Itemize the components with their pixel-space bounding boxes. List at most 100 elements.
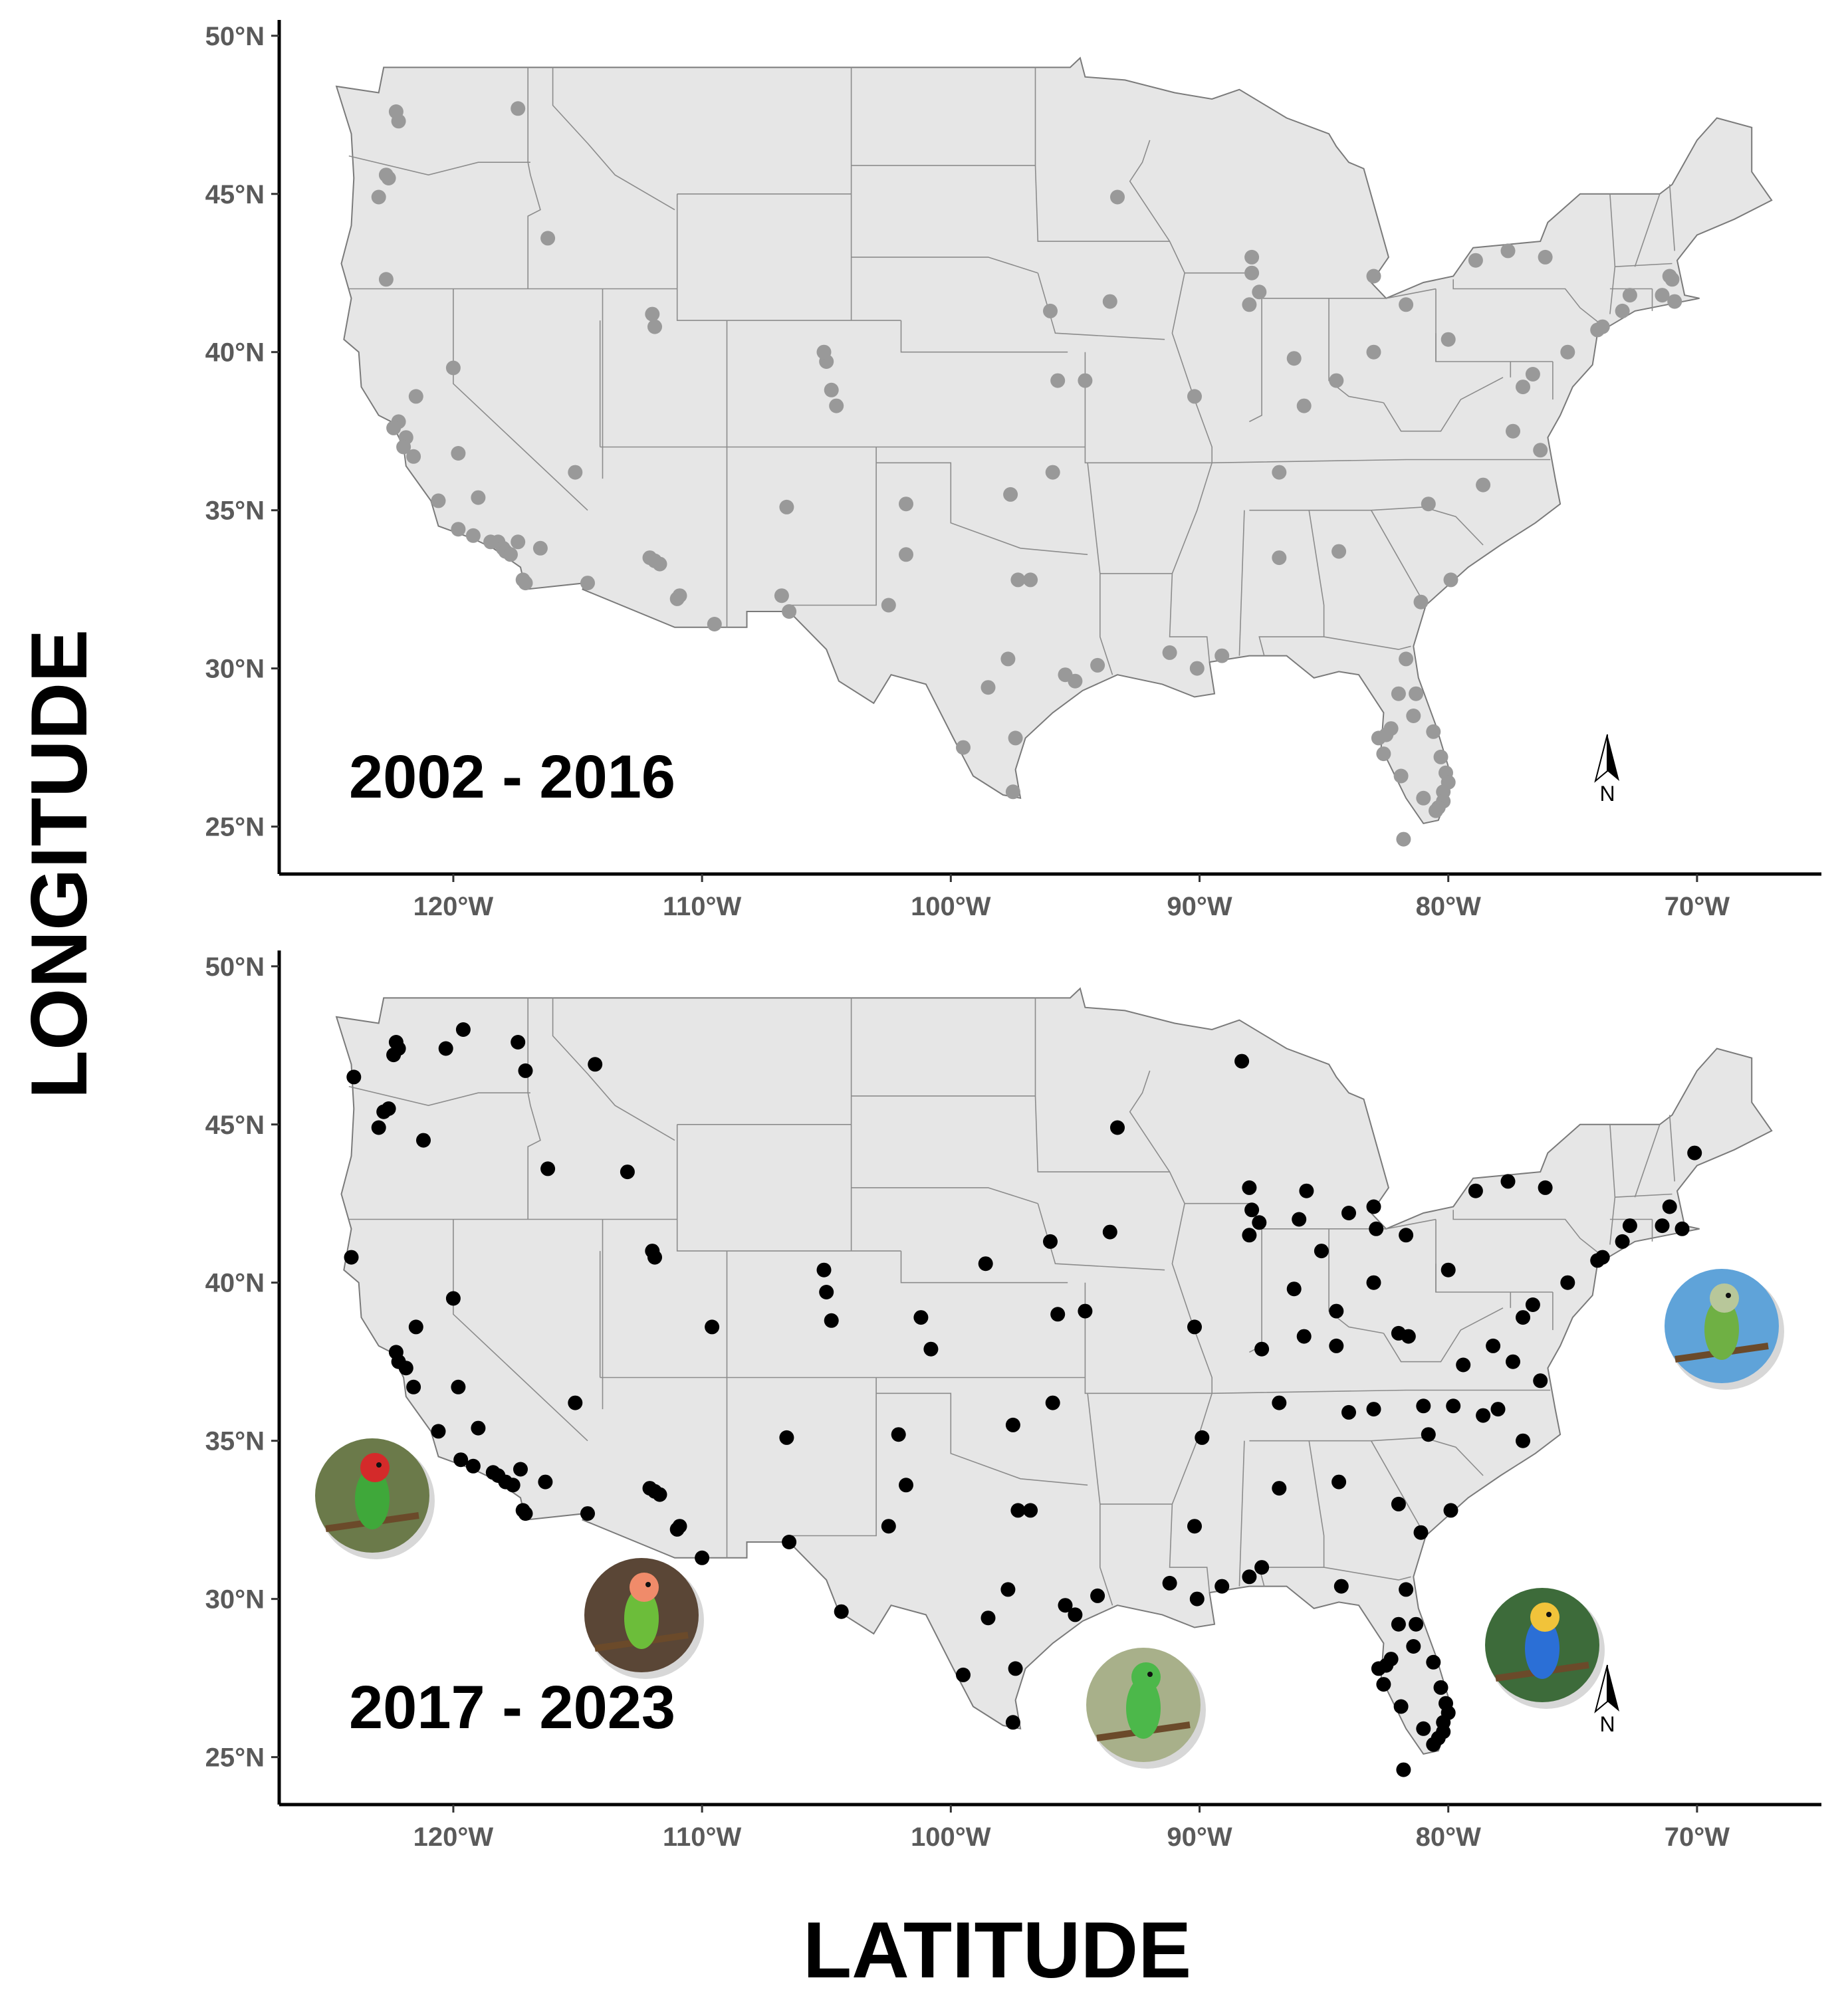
sighting-point (1242, 297, 1257, 312)
sighting-point (1376, 746, 1391, 762)
sighting-point (1252, 1215, 1267, 1230)
sighting-point (1010, 1503, 1026, 1518)
y-tick-label: 35°N (205, 1427, 265, 1456)
sighting-point (1043, 303, 1058, 318)
sighting-point (1023, 572, 1038, 588)
north-arrow-left (1594, 734, 1608, 783)
sighting-point (1043, 1234, 1058, 1249)
sighting-point (829, 398, 844, 413)
sighting-point (1500, 243, 1516, 259)
north-arrow-icon: N (1594, 1664, 1619, 1736)
sighting-point (1214, 648, 1230, 663)
sighting-point (1433, 1680, 1448, 1695)
state-border (1328, 298, 1384, 403)
us-map (335, 56, 1773, 825)
sighting-point (705, 1319, 720, 1335)
x-tick-label: 90°W (1167, 1823, 1232, 1852)
sighting-point (1068, 673, 1083, 689)
sighting-point (386, 420, 402, 435)
sighting-point (1369, 1221, 1384, 1236)
sighting-point (1242, 1228, 1257, 1243)
sighting-point (1595, 319, 1610, 334)
sighting-point (1023, 1503, 1038, 1518)
sighting-point (455, 1022, 471, 1037)
sighting-point (1187, 1319, 1202, 1335)
north-letter: N (1599, 1712, 1615, 1736)
sighting-point (371, 1120, 386, 1135)
sighting-point (1506, 1354, 1520, 1369)
sighting-point (511, 534, 526, 550)
sighting-point (1102, 1224, 1117, 1240)
sighting-point (445, 1291, 461, 1306)
x-tick-label: 90°W (1167, 892, 1232, 921)
sighting-point (1189, 1591, 1205, 1607)
sighting-point (406, 1379, 421, 1394)
sighting-point (1331, 544, 1347, 559)
sighting-point (1010, 572, 1026, 588)
state-border (1129, 140, 1213, 663)
y-tick-label: 30°N (205, 1585, 265, 1614)
sighting-point (1667, 294, 1682, 309)
state-border (1324, 1567, 1411, 1581)
x-axis-title: LATITUDE (803, 1906, 1191, 1995)
sighting-point (398, 1361, 413, 1376)
sighting-point (1426, 1737, 1441, 1752)
state-border (1669, 184, 1675, 251)
sighting-point (431, 1424, 446, 1439)
sighting-point (1433, 749, 1448, 764)
sighting-point (782, 604, 797, 619)
sighting-point (1662, 1199, 1677, 1214)
sighting-point (396, 439, 411, 455)
sighting-point (1195, 1430, 1210, 1445)
sighting-point (1500, 1174, 1516, 1189)
sighting-point (652, 556, 667, 572)
sighting-point (981, 1610, 996, 1626)
sighting-point (465, 528, 481, 543)
sighting-point (1416, 790, 1431, 806)
sighting-point (1003, 487, 1018, 502)
sighting-point (1399, 651, 1414, 667)
sighting-point (1329, 1303, 1344, 1319)
sighting-point (1244, 265, 1260, 280)
sighting-point (513, 1462, 528, 1477)
sighting-point (511, 101, 526, 116)
state-border (851, 1187, 1038, 1204)
sighting-point (981, 680, 996, 695)
state-border (1238, 510, 1245, 656)
state-border (348, 1085, 530, 1107)
state-border (1249, 298, 1262, 423)
sighting-point (406, 449, 421, 464)
state-border (348, 155, 530, 176)
y-tick-label: 30°N (205, 655, 265, 684)
sighting-point (695, 1550, 710, 1565)
sighting-point (518, 576, 533, 591)
sighting-point (923, 1341, 939, 1357)
sighting-point (819, 1285, 834, 1299)
sighting-point (1393, 768, 1409, 784)
state-border (1238, 1440, 1245, 1587)
sighting-point (1333, 1579, 1349, 1594)
state-border (1615, 263, 1673, 267)
sighting-point (1102, 294, 1117, 309)
y-tick-label: 50°N (205, 952, 265, 982)
sighting-point (1429, 803, 1443, 818)
sighting-point (672, 588, 687, 604)
sighting-point (1371, 1661, 1386, 1676)
sighting-point (1189, 661, 1205, 676)
state-border (453, 288, 588, 511)
sighting-point (371, 189, 386, 205)
sighting-point (1000, 651, 1016, 667)
panel-label: 2017 - 2023 (349, 1674, 675, 1741)
sighting-point (1655, 288, 1670, 303)
state-border (552, 67, 675, 211)
sighting-point (1341, 1404, 1356, 1420)
sighting-point (1272, 465, 1287, 480)
sighting-point (1299, 1183, 1314, 1198)
parrot-photo (584, 1558, 704, 1679)
x-tick-label: 110°W (663, 1823, 742, 1852)
sighting-point (1476, 477, 1491, 493)
state-border (1669, 1115, 1675, 1182)
sighting-point (1244, 249, 1260, 265)
north-arrow-right (1607, 1665, 1619, 1712)
x-tick-label: 100°W (911, 892, 991, 921)
